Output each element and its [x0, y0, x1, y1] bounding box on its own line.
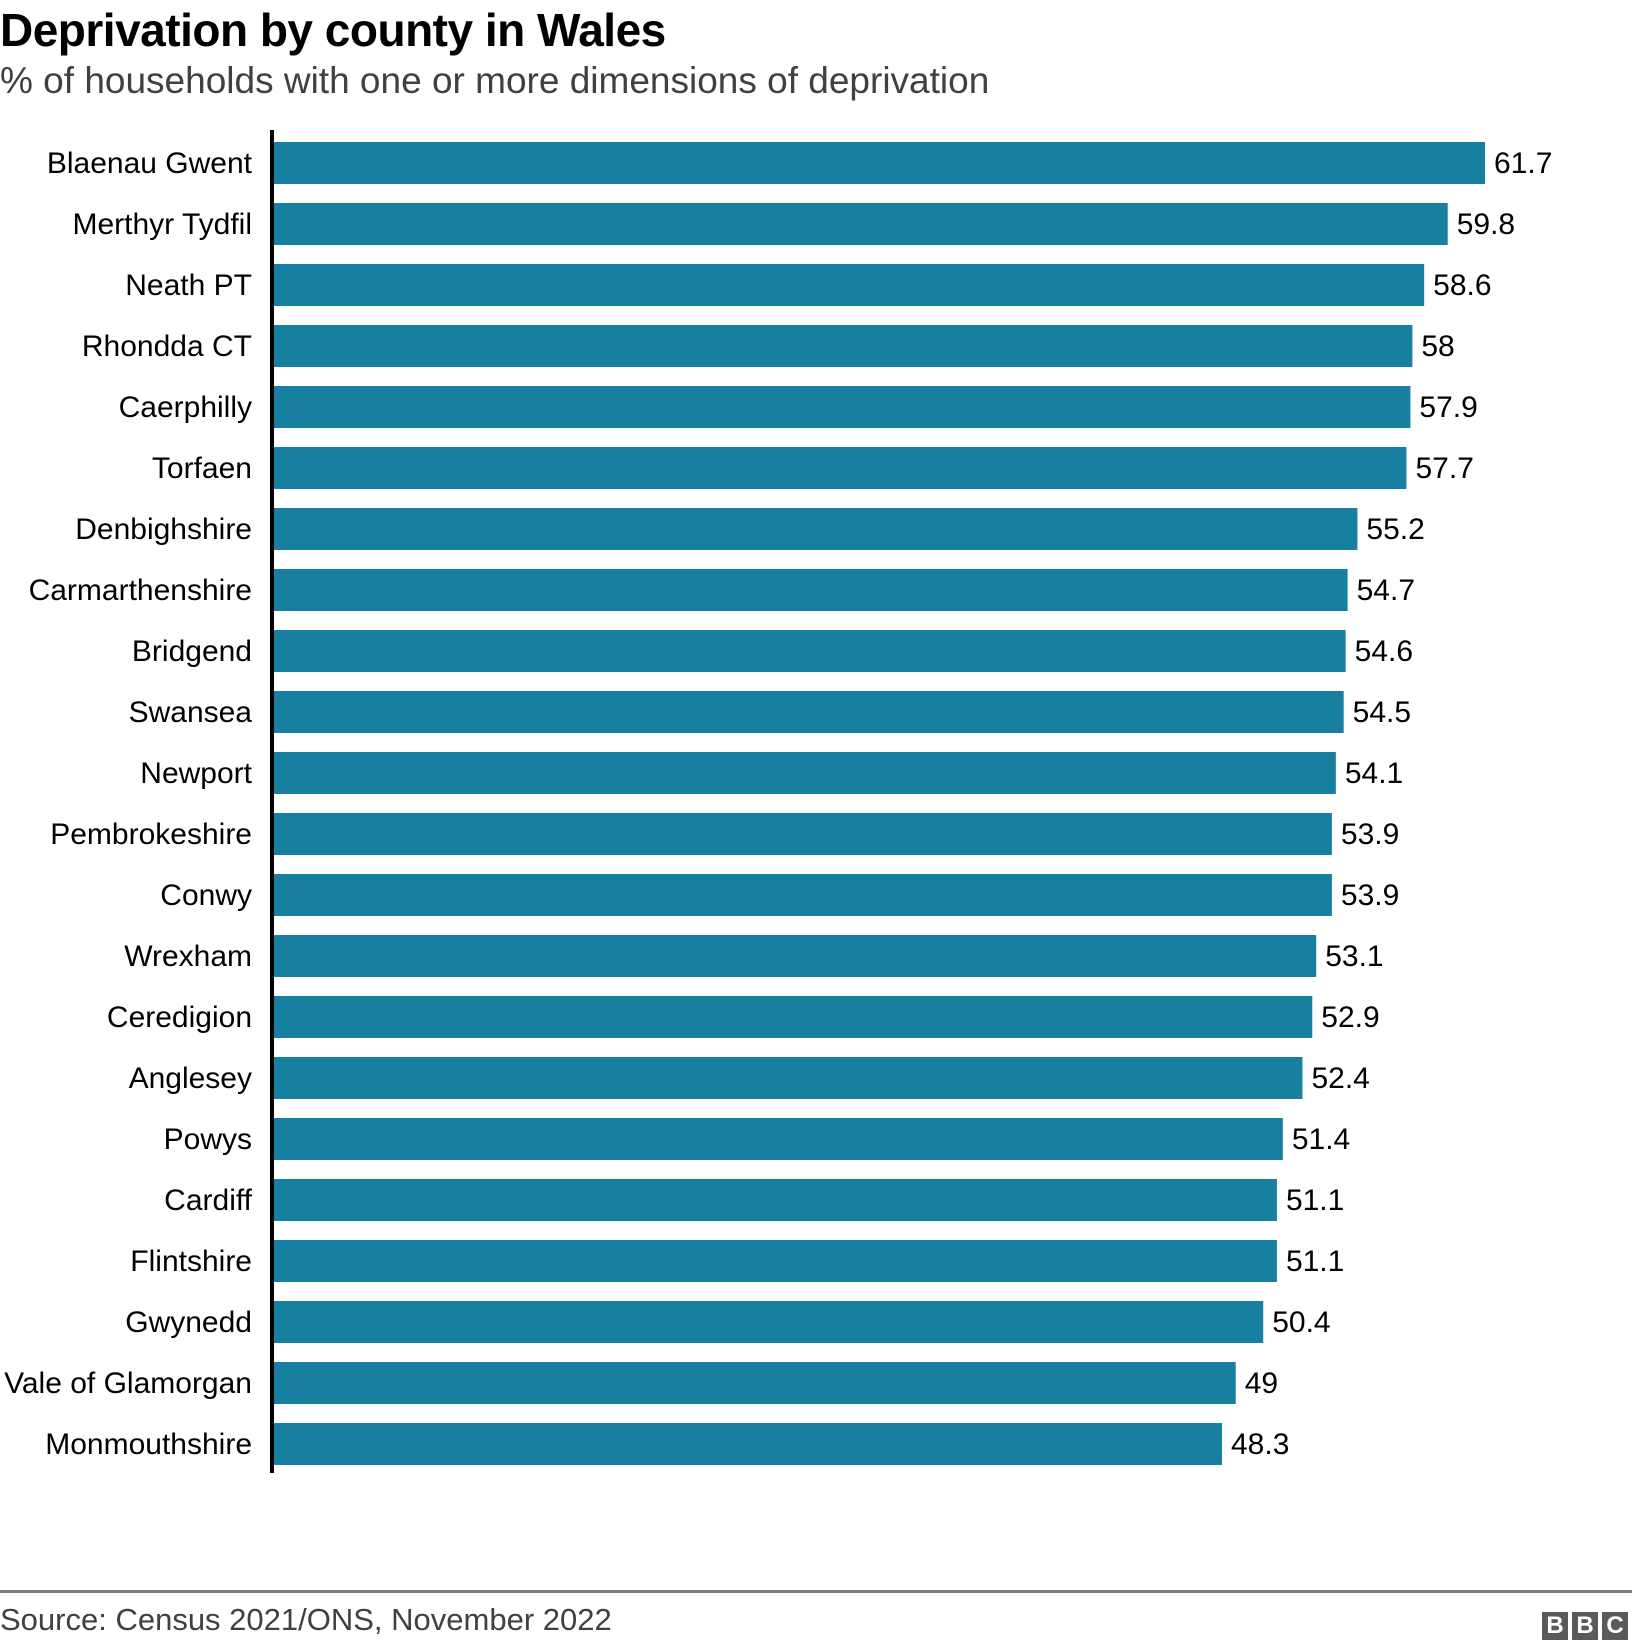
value-label: 51.1: [1286, 1245, 1344, 1278]
bar-ceredigion: [274, 996, 1313, 1038]
bar-neath-pt: [274, 264, 1425, 306]
category-label: Caerphilly: [119, 391, 252, 424]
category-label: Swansea: [129, 696, 253, 729]
value-label: 54.6: [1355, 635, 1413, 668]
category-label: Merthyr Tydfil: [73, 208, 253, 241]
bar-rhondda-ct: [274, 325, 1413, 367]
category-label: Bridgend: [132, 635, 252, 668]
category-label: Pembrokeshire: [50, 818, 252, 851]
bar-vale-of-glamorgan: [274, 1362, 1236, 1404]
bar-torfaen: [274, 447, 1407, 489]
category-label: Wrexham: [124, 940, 252, 973]
value-label: 50.4: [1272, 1306, 1330, 1339]
bar-denbighshire: [274, 508, 1358, 550]
value-label: 55.2: [1366, 513, 1424, 546]
bar-carmarthenshire: [274, 569, 1348, 611]
category-label: Conwy: [160, 879, 252, 912]
bar-flintshire: [274, 1240, 1277, 1282]
value-label: 53.9: [1341, 879, 1399, 912]
bar-conwy: [274, 874, 1332, 916]
value-label: 59.8: [1457, 208, 1515, 241]
bar-gwynedd: [274, 1301, 1264, 1343]
chart-title: Deprivation by county in Wales: [0, 4, 666, 56]
bbc-logo-letter: C: [1602, 1612, 1628, 1640]
category-label: Cardiff: [164, 1184, 252, 1217]
value-label: 51.4: [1292, 1123, 1350, 1156]
category-label: Vale of Glamorgan: [4, 1367, 252, 1400]
value-label: 52.4: [1311, 1062, 1369, 1095]
value-label: 58.6: [1433, 269, 1491, 302]
category-label: Gwynedd: [125, 1306, 252, 1339]
bar-newport: [274, 752, 1336, 794]
bar-swansea: [274, 691, 1344, 733]
bar-pembrokeshire: [274, 813, 1332, 855]
bar-bridgend: [274, 630, 1346, 672]
value-label: 49: [1245, 1367, 1278, 1400]
bbc-logo-letter: B: [1542, 1612, 1568, 1640]
bar-chart: Blaenau Gwent 61.7 Merthyr Tydfil 59.8 Neath…: [4, 130, 1552, 1473]
category-label: Blaenau Gwent: [47, 147, 253, 180]
value-label: 53.9: [1341, 818, 1399, 851]
category-label: Flintshire: [130, 1245, 252, 1278]
value-label: 58: [1421, 330, 1454, 363]
value-label: 61.7: [1494, 147, 1552, 180]
category-label: Torfaen: [152, 452, 252, 485]
value-label: 53.1: [1325, 940, 1383, 973]
category-label: Denbighshire: [75, 513, 252, 546]
value-label: 57.7: [1415, 452, 1473, 485]
bar-cardiff: [274, 1179, 1277, 1221]
bbc-logo-letter: B: [1572, 1612, 1598, 1640]
bar-caerphilly: [274, 386, 1411, 428]
source-note: Source: Census 2021/ONS, November 2022: [0, 1602, 612, 1637]
bar-powys: [274, 1118, 1283, 1160]
bar-merthyr-tydfil: [274, 203, 1448, 245]
category-label: Rhondda CT: [82, 330, 252, 363]
bar-monmouthshire: [274, 1423, 1222, 1465]
bar-wrexham: [274, 935, 1317, 977]
value-label: 48.3: [1231, 1428, 1289, 1461]
category-label: Monmouthshire: [45, 1428, 252, 1461]
category-label: Anglesey: [129, 1062, 252, 1095]
category-label: Ceredigion: [107, 1001, 252, 1034]
footer-divider: [0, 1590, 1632, 1593]
bar-blaenau-gwent: [274, 142, 1485, 184]
value-label: 51.1: [1286, 1184, 1344, 1217]
category-label: Newport: [140, 757, 252, 790]
value-label: 54.1: [1345, 757, 1403, 790]
bars-group: Blaenau Gwent 61.7 Merthyr Tydfil 59.8 Neath…: [4, 142, 1552, 1465]
bar-anglesey: [274, 1057, 1303, 1099]
value-label: 57.9: [1419, 391, 1477, 424]
value-label: 52.9: [1321, 1001, 1379, 1034]
chart-subtitle: % of households with one or more dimensi…: [0, 60, 990, 101]
category-label: Powys: [164, 1123, 252, 1156]
category-label: Carmarthenshire: [29, 574, 252, 607]
value-label: 54.7: [1357, 574, 1415, 607]
category-label: Neath PT: [125, 269, 252, 302]
value-label: 54.5: [1353, 696, 1411, 729]
bbc-logo: B B C: [1542, 1612, 1628, 1640]
